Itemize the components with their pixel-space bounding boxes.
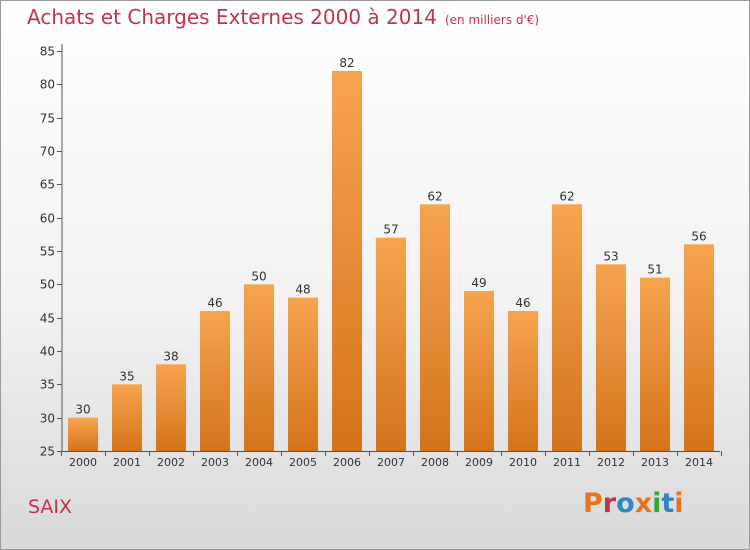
bar bbox=[112, 384, 142, 451]
data-label: 49 bbox=[471, 276, 486, 290]
bar bbox=[156, 364, 186, 451]
bar bbox=[508, 311, 538, 451]
proxiti-logo[interactable]: Proxiti bbox=[583, 488, 684, 519]
y-tick-label: 40 bbox=[40, 345, 55, 359]
logo-letter: x bbox=[634, 488, 653, 519]
x-tick-label: 2001 bbox=[113, 456, 141, 469]
x-tick-label: 2011 bbox=[553, 456, 581, 469]
chart-title-text: Achats et Charges Externes 2000 à 2014 bbox=[27, 5, 437, 29]
data-label: 51 bbox=[647, 263, 662, 277]
bar bbox=[552, 204, 582, 451]
x-tick-label: 2003 bbox=[201, 456, 229, 469]
x-tick-label: 2010 bbox=[509, 456, 537, 469]
data-label: 48 bbox=[295, 283, 310, 297]
commune-name: SAIX bbox=[28, 496, 73, 518]
bar bbox=[640, 277, 670, 451]
bar bbox=[68, 417, 98, 451]
y-tick-label: 45 bbox=[40, 312, 55, 326]
y-tick-label: 55 bbox=[40, 245, 55, 259]
x-tick-label: 2005 bbox=[289, 456, 317, 469]
chart-title: Achats et Charges Externes 2000 à 2014 (e… bbox=[27, 5, 539, 29]
y-tick-label: 30 bbox=[40, 412, 55, 426]
x-tick-label: 2007 bbox=[377, 456, 405, 469]
bar bbox=[684, 244, 714, 451]
data-label: 53 bbox=[603, 249, 618, 263]
x-tick-label: 2014 bbox=[685, 456, 713, 469]
y-tick-label: 60 bbox=[40, 212, 55, 226]
data-label: 62 bbox=[427, 189, 442, 203]
x-tick-label: 2006 bbox=[333, 456, 361, 469]
y-tick-label: 85 bbox=[40, 45, 55, 59]
bar bbox=[244, 284, 274, 451]
x-tick-label: 2002 bbox=[157, 456, 185, 469]
y-tick-label: 25 bbox=[40, 445, 55, 459]
data-label: 35 bbox=[119, 369, 134, 383]
data-label: 82 bbox=[339, 56, 354, 70]
data-label: 46 bbox=[515, 296, 530, 310]
axes: 25 30 35 40 45 50 55 60 65 70 75 80 85 2000 2001 2002 20… bbox=[40, 44, 722, 469]
bar bbox=[288, 297, 318, 451]
x-tick-label: 2000 bbox=[69, 456, 97, 469]
bar bbox=[464, 291, 494, 451]
logo-letter: r bbox=[602, 488, 617, 519]
x-tick-label: 2009 bbox=[465, 456, 493, 469]
logo-letter: i bbox=[652, 488, 662, 519]
bar bbox=[420, 204, 450, 451]
y-tick-label: 75 bbox=[40, 112, 55, 126]
y-tick-label: 70 bbox=[40, 145, 55, 159]
logo-letter: P bbox=[583, 488, 603, 519]
data-label: 62 bbox=[559, 189, 574, 203]
bar bbox=[332, 71, 362, 451]
data-label: 56 bbox=[691, 229, 706, 243]
x-tick-label: 2012 bbox=[597, 456, 625, 469]
x-tick-label: 2013 bbox=[641, 456, 669, 469]
bar bbox=[596, 264, 626, 451]
data-label: 38 bbox=[163, 349, 178, 363]
data-label: 46 bbox=[207, 296, 222, 310]
bars: 30 35 38 46 50 48 82 57 62 49 46 62 53 51 56 bbox=[68, 56, 714, 451]
y-tick-label: 35 bbox=[40, 378, 55, 392]
logo-letter: t bbox=[661, 488, 675, 519]
logo-letter: o bbox=[616, 488, 635, 519]
y-tick-label: 65 bbox=[40, 178, 55, 192]
bar bbox=[376, 237, 406, 451]
data-label: 57 bbox=[383, 223, 398, 237]
x-tick-label: 2004 bbox=[245, 456, 273, 469]
data-label: 50 bbox=[251, 269, 266, 283]
logo-letter: i bbox=[674, 488, 684, 519]
y-tick-label: 80 bbox=[40, 78, 55, 92]
bar bbox=[200, 311, 230, 451]
data-label: 30 bbox=[75, 403, 90, 417]
chart-subtitle: (en milliers d'€) bbox=[444, 13, 540, 27]
y-tick-label: 50 bbox=[40, 278, 55, 292]
x-tick-label: 2008 bbox=[421, 456, 449, 469]
